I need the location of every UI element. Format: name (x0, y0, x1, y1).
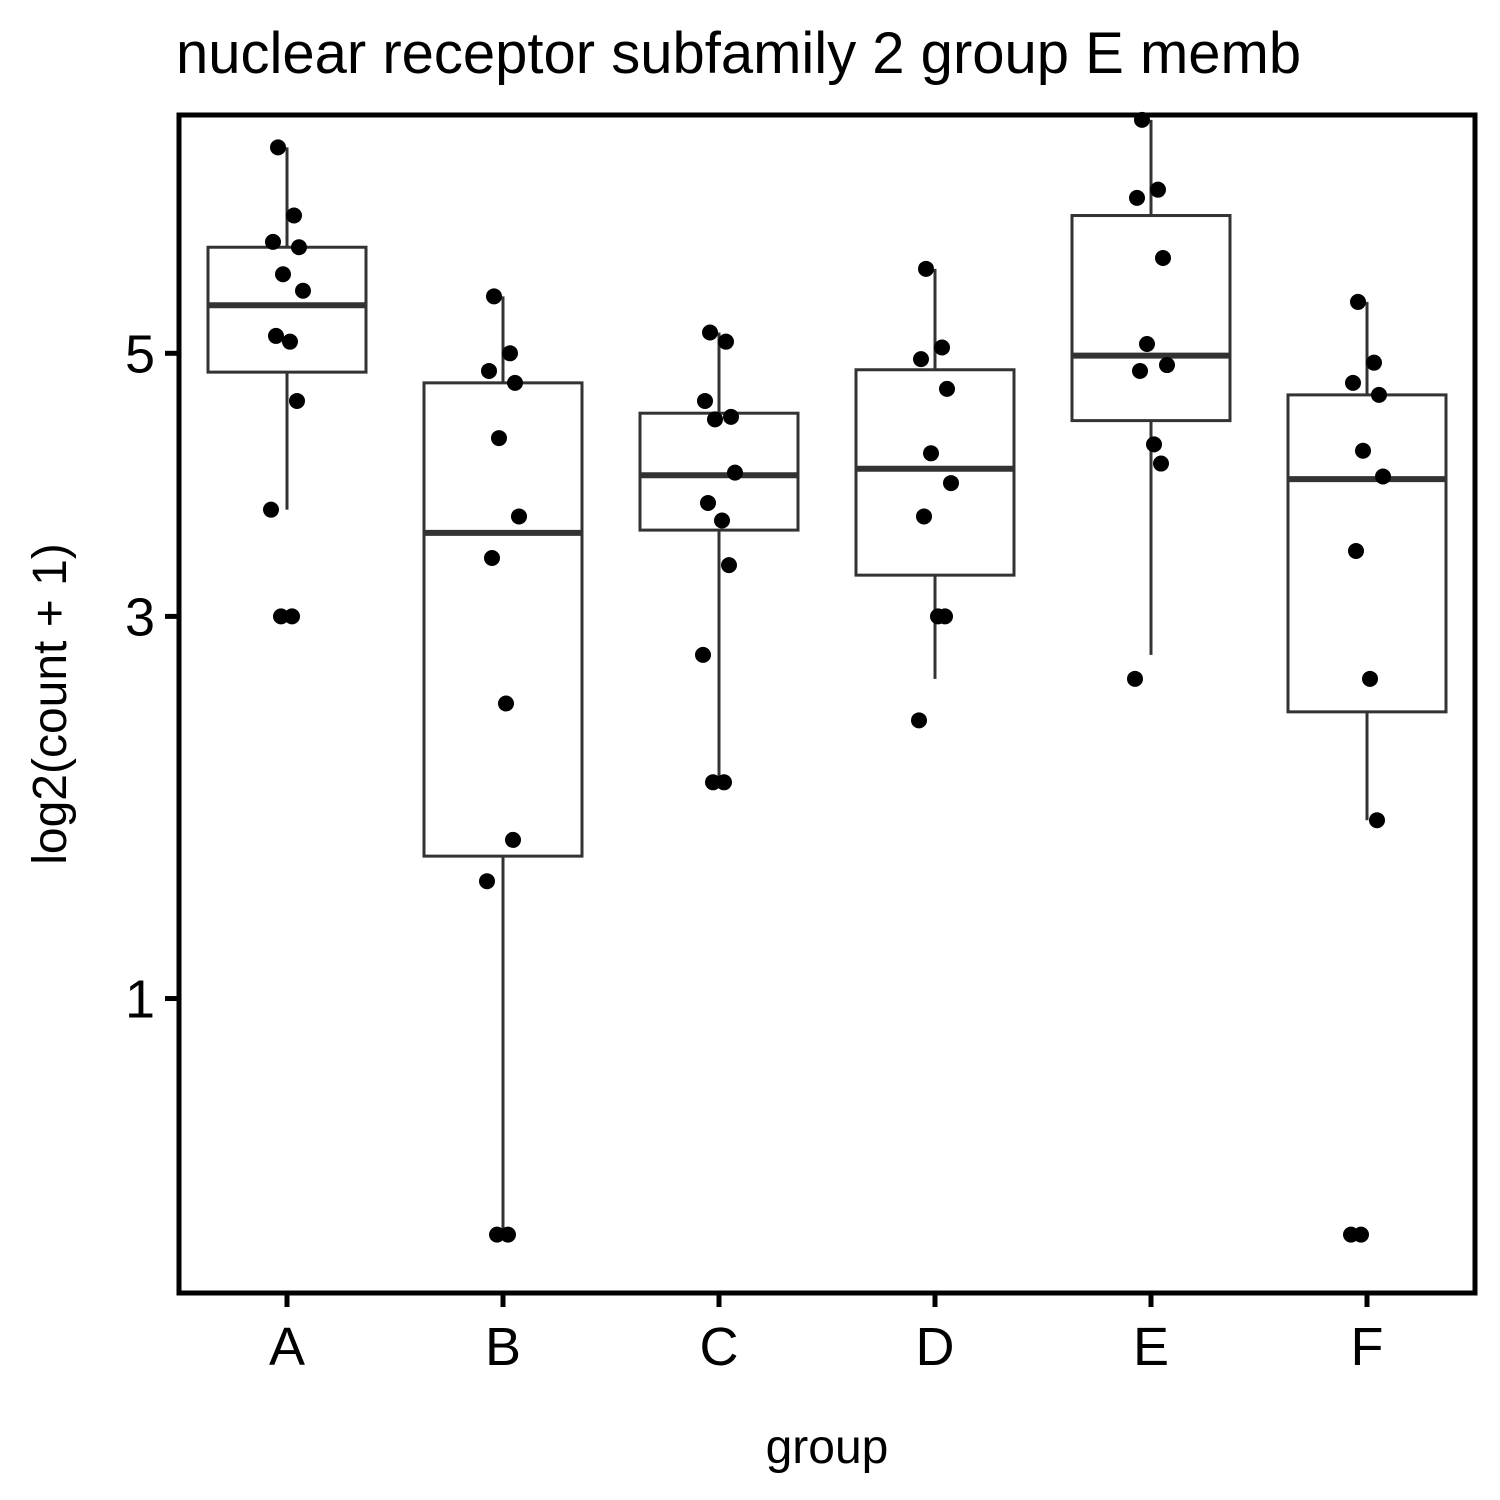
data-point-E (1155, 249, 1171, 266)
data-point-B (500, 1226, 516, 1243)
data-point-E (1150, 181, 1166, 198)
data-point-B (489, 1226, 505, 1243)
data-point-A (268, 327, 284, 344)
data-point-E (1159, 357, 1175, 374)
data-point-B (484, 550, 500, 567)
data-point-E (1139, 336, 1155, 353)
data-point-B (498, 695, 514, 712)
box-rect-B (422, 381, 584, 858)
plot-panel-border (176, 112, 1478, 1296)
data-point-C (707, 411, 723, 428)
data-point-D (937, 608, 953, 625)
data-point-D (939, 380, 955, 397)
data-point-D (923, 445, 939, 462)
data-point-C (700, 494, 716, 511)
data-point-F (1350, 293, 1366, 310)
data-point-A (263, 501, 279, 518)
data-point-A (289, 392, 305, 409)
data-point-F (1366, 354, 1382, 371)
data-point-F (1371, 386, 1387, 403)
data-point-D (913, 351, 929, 368)
data-point-A (286, 207, 302, 224)
data-point-C (723, 408, 739, 425)
data-point-E (1146, 436, 1162, 453)
data-point-B (507, 374, 523, 391)
box-rect-C (638, 411, 800, 532)
data-point-A (273, 608, 289, 625)
data-point-B (481, 362, 497, 379)
data-point-F (1362, 670, 1378, 687)
data-point-E (1129, 189, 1145, 206)
y-axis-title: log2(count + 1) (24, 543, 77, 865)
data-point-A (265, 233, 281, 250)
data-point-B (505, 831, 521, 848)
data-point-B (479, 873, 495, 890)
box-E (1070, 119, 1232, 655)
data-point-A (275, 266, 291, 283)
y-tick-label: 1 (125, 970, 155, 1030)
data-point-D (916, 508, 932, 525)
data-point-D (911, 712, 927, 729)
data-point-C (718, 333, 734, 350)
data-point-C (716, 774, 732, 791)
data-point-C (721, 557, 737, 574)
y-tick-label: 5 (125, 324, 155, 384)
data-point-A (284, 608, 300, 625)
box-B (422, 296, 584, 1235)
data-point-C (727, 464, 743, 481)
data-point-B (491, 430, 507, 447)
data-point-A (282, 333, 298, 350)
y-tick-label: 3 (125, 587, 155, 647)
data-point-F (1353, 1226, 1369, 1243)
data-point-C (697, 392, 713, 409)
x-tick-label: C (700, 1317, 739, 1377)
data-point-B (511, 508, 527, 525)
data-point-D (918, 260, 934, 277)
x-tick-label: D (916, 1317, 955, 1377)
data-point-D (943, 475, 959, 492)
box-A (206, 147, 368, 510)
box-rect-F (1286, 393, 1448, 714)
box-D (854, 268, 1016, 679)
data-point-F (1369, 812, 1385, 829)
box-C (638, 332, 800, 783)
data-point-A (270, 139, 286, 156)
data-point-B (502, 345, 518, 362)
data-point-D (934, 339, 950, 356)
data-point-B (486, 288, 502, 305)
x-tick-label: F (1351, 1317, 1384, 1377)
data-point-E (1127, 670, 1143, 687)
data-point-C (714, 512, 730, 529)
data-point-F (1345, 374, 1361, 391)
data-point-C (705, 774, 721, 791)
x-tick-label: B (485, 1317, 521, 1377)
data-point-C (702, 324, 718, 341)
data-point-C (695, 646, 711, 663)
data-point-F (1355, 442, 1371, 459)
axes: 1 3 5 A B C D E F (125, 324, 1384, 1377)
data-point-F (1348, 542, 1364, 559)
box-F (1286, 301, 1448, 821)
box-rect-E (1070, 214, 1232, 423)
data-point-A (295, 282, 311, 299)
data-point-A (291, 239, 307, 256)
x-tick-label: E (1133, 1317, 1169, 1377)
box-rect-D (854, 368, 1016, 577)
data-point-F (1375, 468, 1391, 485)
plot-marks (206, 111, 1448, 1243)
x-axis-title: group (766, 1421, 889, 1474)
x-tick-label: A (269, 1317, 305, 1377)
data-point-E (1153, 455, 1169, 472)
chart-title: nuclear receptor subfamily 2 group E mem… (176, 21, 1301, 86)
data-point-E (1132, 362, 1148, 379)
box-rect-A (206, 245, 368, 374)
